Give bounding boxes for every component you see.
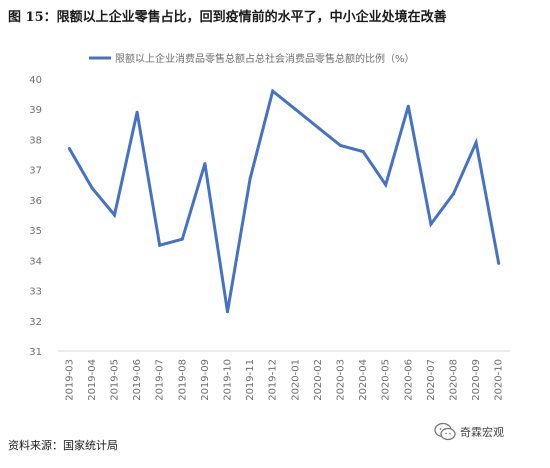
y-tick-label: 38 (29, 135, 42, 146)
plot-area (67, 88, 501, 314)
x-tick-label: 2020-08 (449, 359, 460, 401)
y-tick-label: 35 (29, 226, 42, 237)
data-point (135, 110, 139, 114)
x-tick-label: 2020-09 (471, 359, 482, 401)
data-point (113, 213, 116, 217)
x-tick-label: 2019-12 (268, 359, 279, 401)
data-point (339, 143, 342, 147)
data-point (452, 192, 455, 196)
data-point (203, 162, 207, 166)
source-note: 资料来源：国家统计局 (8, 439, 118, 452)
x-tick-label: 2019-09 (200, 359, 211, 401)
x-axis: 2019-03 2019-04 2019-05 2019-06 2019-07 2019-… (64, 359, 504, 401)
x-tick-label: 2019-06 (132, 359, 143, 401)
data-point (90, 186, 94, 190)
x-tick-label: 2020-05 (381, 359, 392, 401)
y-tick-label: 40 (29, 75, 42, 86)
data-point (248, 177, 252, 181)
x-tick-label: 2019-03 (64, 359, 75, 401)
x-tick-label: 2020-04 (358, 359, 369, 401)
x-tick-label: 2020-02 (313, 359, 324, 401)
data-point (384, 183, 388, 187)
x-tick-label: 2019-05 (110, 359, 121, 401)
y-tick-label: 32 (29, 317, 42, 328)
data-point (180, 237, 184, 241)
y-tick-label: 31 (29, 347, 42, 358)
data-point (158, 243, 162, 247)
x-tick-label: 2019-07 (155, 359, 166, 401)
data-point (226, 310, 229, 314)
x-tick-label: 2020-06 (403, 359, 414, 401)
figure-title: 图 15：限额以上企业零售占比，回到疫情前的水平了，中小企业处境在改善 (8, 10, 447, 25)
data-point (271, 89, 275, 93)
legend-label: 限额以上企业消费品零售总额占总社会消费品零售总额的比例（%） (115, 52, 415, 65)
x-tick-label: 2019-04 (87, 359, 98, 401)
data-point (406, 104, 410, 108)
x-tick-label: 2019-10 (223, 359, 234, 401)
watermark: 奇霖宏观 (434, 422, 504, 442)
data-point (497, 261, 501, 265)
y-axis: 31 32 33 34 35 36 37 38 39 40 (29, 75, 42, 358)
y-tick-label: 34 (29, 256, 42, 267)
y-tick-label: 39 (29, 105, 42, 116)
data-point (67, 147, 71, 151)
data-point (429, 222, 433, 226)
x-tick-label: 2019-08 (177, 359, 188, 401)
wechat-icon (434, 422, 456, 442)
chart-legend: 限额以上企业消费品零售总额占总社会消费品零售总额的比例（%） (89, 52, 415, 65)
series-line (67, 88, 501, 312)
watermark-text: 奇霖宏观 (460, 426, 504, 439)
y-tick-label: 36 (29, 196, 42, 207)
x-tick-label: 2020-07 (426, 359, 437, 401)
x-tick-label: 2020-03 (336, 359, 347, 401)
x-tick-label: 2019-11 (245, 359, 256, 401)
x-tick-label: 2020-01 (290, 359, 301, 401)
data-point (474, 140, 478, 144)
data-point (316, 125, 320, 129)
y-tick-label: 37 (29, 166, 42, 177)
data-point (361, 150, 365, 154)
y-tick-label: 33 (29, 287, 42, 298)
data-point (293, 107, 297, 111)
x-tick-label: 2020-10 (494, 359, 505, 401)
